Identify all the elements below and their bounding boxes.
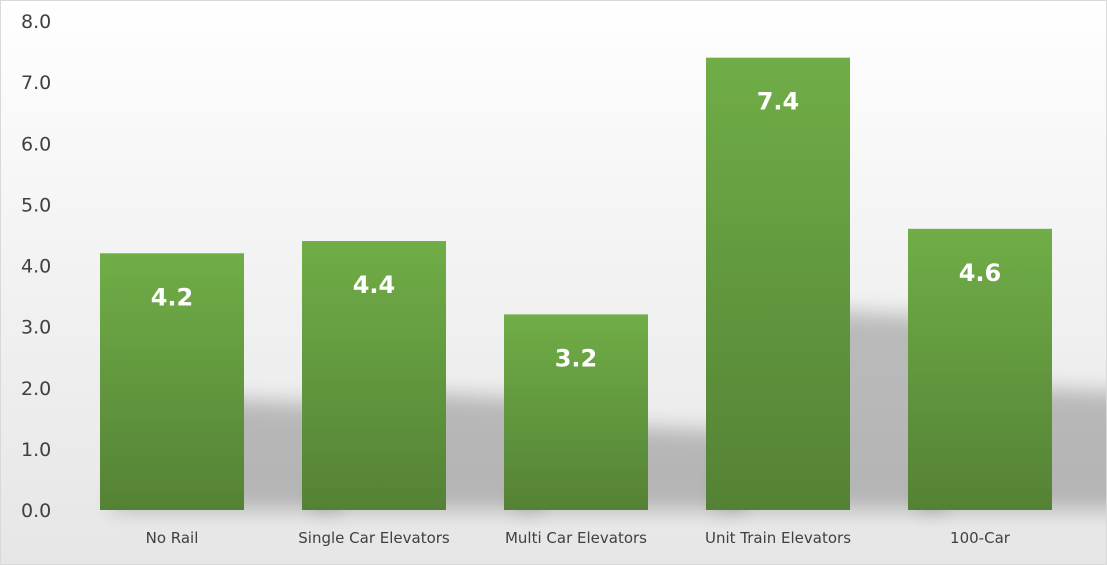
x-category-label: No Rail [146,529,199,547]
x-category-label: 100-Car [950,529,1011,547]
y-tick-label: 0.0 [21,500,51,522]
y-tick-label: 2.0 [21,378,51,400]
y-tick-label: 7.0 [21,72,51,94]
x-category-label: Unit Train Elevators [705,529,851,547]
y-tick-label: 8.0 [21,11,51,33]
data-label: 3.2 [555,344,598,372]
y-tick-label: 3.0 [21,317,51,339]
y-tick-label: 1.0 [21,439,51,461]
bar-unit-train-elevators [706,57,850,511]
data-label: 4.4 [353,271,396,299]
data-label: 4.2 [151,283,194,311]
data-label: 7.4 [757,88,800,116]
bars [100,57,1052,511]
y-tick-label: 5.0 [21,194,51,216]
bar-100-car [908,228,1052,510]
data-label: 4.6 [959,259,1002,287]
x-axis: No Rail Single Car Elevators Multi Car Ele… [146,529,1011,547]
x-category-label: Multi Car Elevators [505,529,647,547]
y-tick-label: 4.0 [21,256,51,278]
x-category-label: Single Car Elevators [298,529,450,547]
bar-single-car-elevators [302,241,446,511]
bar-multi-car-elevators [504,314,648,510]
data-labels: 4.2 4.4 3.2 7.4 4.6 [151,88,1002,373]
y-tick-label: 6.0 [21,133,51,155]
bar-no-rail [100,253,244,510]
y-axis: 0.0 1.0 2.0 3.0 4.0 5.0 6.0 7.0 8.0 [21,11,51,522]
